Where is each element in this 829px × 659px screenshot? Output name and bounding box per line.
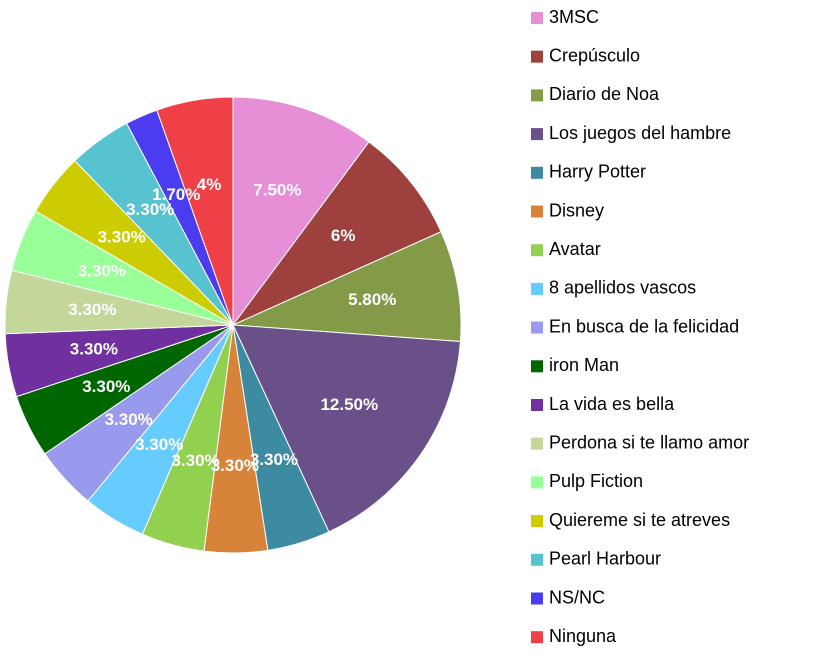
data-label: 4% [197, 175, 222, 194]
legend-label: Harry Potter [549, 162, 646, 182]
pie-slice [231, 141, 442, 327]
legend-swatch [531, 399, 543, 411]
legend-swatch [531, 205, 543, 218]
data-label: 3.30% [135, 435, 183, 454]
data-label: 3.30% [211, 456, 259, 475]
data-label: 3.30% [250, 450, 298, 469]
data-label: 6% [331, 226, 356, 245]
legend-swatch [531, 592, 543, 605]
data-label: 3.30% [78, 262, 126, 281]
legend-swatch [531, 437, 543, 450]
legend-swatch [531, 166, 543, 179]
legend-swatch [531, 128, 543, 141]
legend-label: Crepúsculo [549, 45, 640, 65]
legend-swatch [531, 631, 543, 644]
legend-label: Pulp Fiction [549, 471, 643, 491]
legend-label: NS/NC [549, 587, 605, 607]
legend-label: Quiereme si te atreves [549, 510, 730, 530]
data-label: 7.50% [253, 180, 301, 199]
data-label: 3.30% [105, 410, 153, 429]
pie-slice [232, 231, 462, 343]
legend-swatch [531, 321, 543, 334]
legend-label: Perdona si te llamo amor [549, 432, 749, 452]
pie-slice [232, 96, 370, 327]
legend-swatch [531, 89, 543, 102]
data-label: 3.30% [68, 300, 116, 319]
legend-swatch [531, 244, 543, 257]
data-label: 3.30% [98, 227, 146, 246]
data-label: 12.50% [320, 395, 378, 414]
legend-label: Pearl Harbour [549, 549, 661, 569]
legend-label: Disney [549, 200, 604, 220]
legend-swatch [531, 50, 543, 63]
data-label: 3.30% [82, 377, 130, 396]
legend-label: Los juegos del hambre [549, 123, 731, 143]
legend-swatch [531, 476, 543, 489]
data-label: 3.30% [126, 200, 174, 219]
data-label: 1.70% [152, 185, 200, 204]
legend-label: En busca de la felicidad [549, 316, 739, 336]
legend-label: iron Man [549, 355, 619, 375]
data-label: 5.80% [348, 290, 396, 309]
data-label: 3.30% [70, 340, 118, 359]
legend-swatch [531, 360, 543, 373]
legend-label: 8 apellidos vascos [549, 278, 696, 298]
legend-label: Ninguna [549, 626, 617, 646]
legend-swatch [531, 515, 543, 528]
legend-label: Avatar [549, 239, 601, 259]
data-label: 3.30% [171, 451, 219, 470]
pie-slice [232, 324, 461, 533]
legend-label: Diario de Noa [549, 84, 660, 104]
pie-slice [156, 96, 234, 326]
legend-swatch [531, 553, 543, 566]
legend-label: La vida es bella [549, 394, 675, 414]
legend-swatch [531, 12, 543, 24]
legend-label: 3MSC [549, 7, 599, 27]
legend-swatch [531, 282, 543, 295]
